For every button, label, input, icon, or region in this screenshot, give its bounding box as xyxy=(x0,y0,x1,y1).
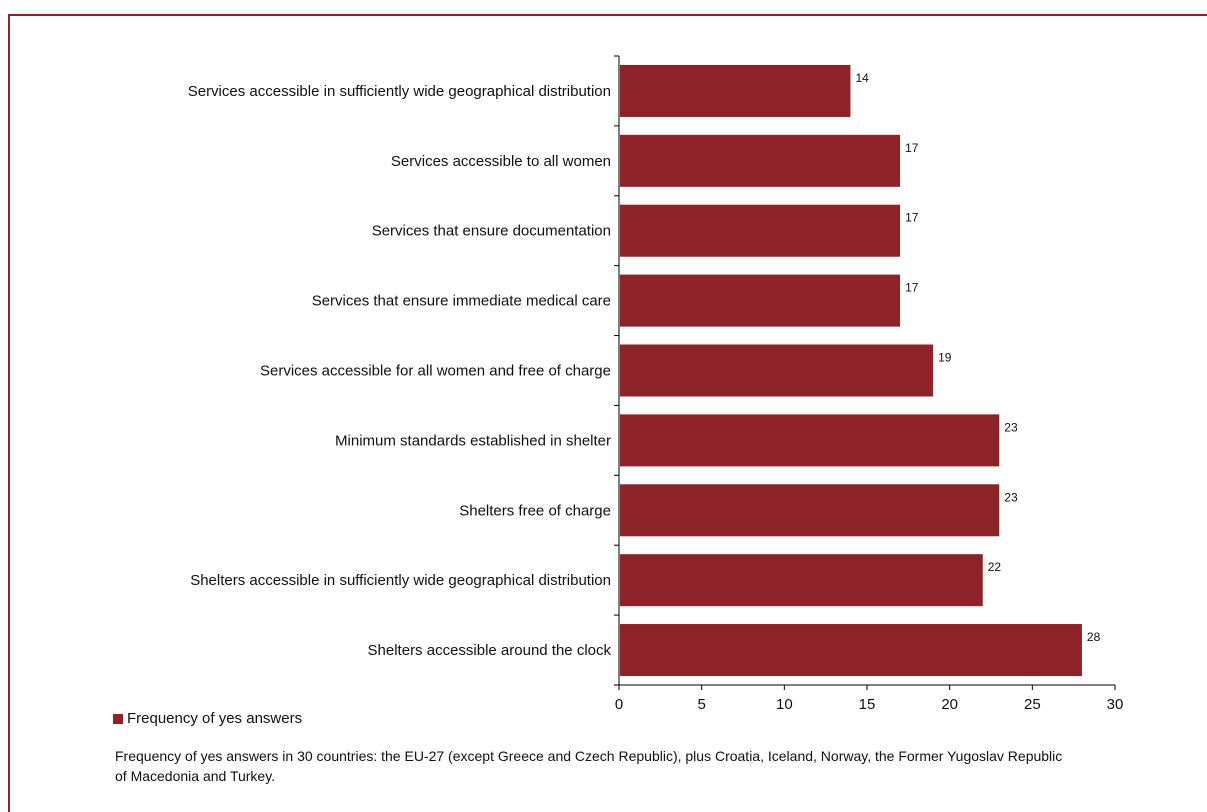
data-label: 14 xyxy=(855,71,869,85)
bar xyxy=(620,624,1082,677)
data-label: 17 xyxy=(905,211,919,225)
category-label: Minimum standards established in shelter xyxy=(335,432,611,449)
data-label: 23 xyxy=(1004,490,1018,504)
data-label: 23 xyxy=(1004,420,1018,434)
x-tick-label: 15 xyxy=(859,696,876,713)
category-label: Services accessible to all women xyxy=(391,153,611,170)
legend: Frequency of yes answers xyxy=(113,710,302,727)
legend-label: Frequency of yes answers xyxy=(127,710,303,727)
bar xyxy=(620,134,901,187)
bar xyxy=(620,484,1000,537)
bar xyxy=(620,204,901,257)
x-tick-label: 5 xyxy=(697,696,705,713)
bar xyxy=(620,64,851,117)
data-label: 22 xyxy=(988,560,1002,574)
data-label: 17 xyxy=(905,281,919,295)
bar xyxy=(620,554,983,607)
x-tick-label: 20 xyxy=(941,696,958,713)
category-label: Shelters free of charge xyxy=(459,502,611,519)
bar xyxy=(620,344,934,397)
category-label: Shelters accessible around the clock xyxy=(368,642,612,659)
category-label: Shelters accessible in sufficiently wide… xyxy=(190,572,611,589)
bar xyxy=(620,414,1000,467)
legend-swatch xyxy=(113,713,123,724)
category-label: Services that ensure documentation xyxy=(372,223,611,240)
x-tick-label: 0 xyxy=(615,696,623,713)
x-tick-label: 30 xyxy=(1107,696,1124,713)
data-label: 28 xyxy=(1087,630,1101,644)
data-label: 17 xyxy=(905,141,919,155)
bar xyxy=(620,274,901,327)
category-label: Services accessible for all women and fr… xyxy=(260,363,611,380)
chart-note: Frequency of yes answers in 30 countries… xyxy=(115,748,1063,784)
x-tick-label: 25 xyxy=(1024,696,1041,713)
category-label: Services accessible in sufficiently wide… xyxy=(188,83,611,100)
x-tick-label: 10 xyxy=(776,696,793,713)
category-label: Services that ensure immediate medical c… xyxy=(312,293,611,310)
data-label: 19 xyxy=(938,351,952,365)
chart-frame xyxy=(8,14,1207,812)
